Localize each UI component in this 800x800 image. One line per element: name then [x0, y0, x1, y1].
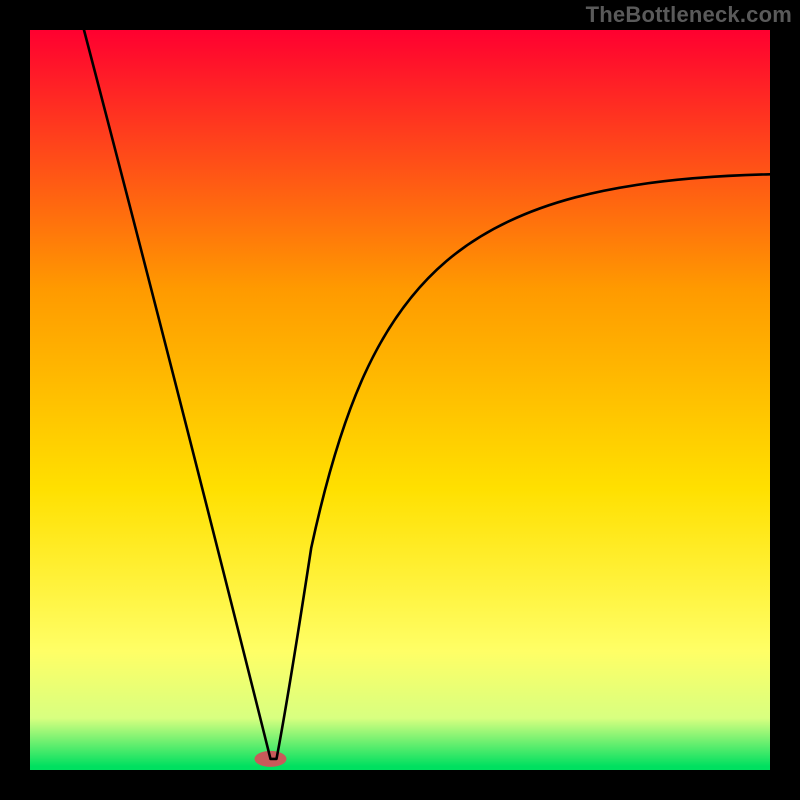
heatmap-background	[30, 30, 770, 770]
plot-area	[30, 30, 770, 770]
watermark-text: TheBottleneck.com	[586, 2, 792, 28]
chart-container: TheBottleneck.com	[0, 0, 800, 800]
baseline-strip	[30, 766, 770, 770]
chart-svg	[0, 0, 800, 800]
